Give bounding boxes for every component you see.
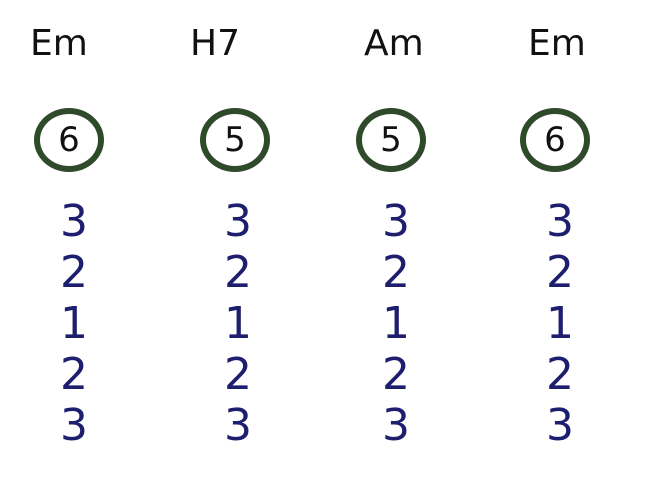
string-number-2: 5 [224, 120, 246, 160]
finger-4-3: 1 [546, 298, 574, 349]
chord-name-1: Em [30, 23, 88, 64]
finger-1-1: 3 [60, 196, 88, 247]
finger-3-2: 2 [382, 247, 410, 298]
finger-column-4: 3 2 1 2 3 [530, 196, 590, 451]
finger-column-3: 3 2 1 2 3 [366, 196, 426, 451]
finger-2-1: 3 [224, 196, 252, 247]
chord-name-3: Am [364, 23, 424, 64]
string-number-4: 6 [544, 120, 566, 160]
finger-4-2: 2 [546, 247, 574, 298]
string-circle-2: 5 [200, 108, 270, 172]
finger-3-4: 2 [382, 349, 410, 400]
string-circle-3: 5 [356, 108, 426, 172]
string-circle-4: 6 [520, 108, 590, 172]
finger-2-5: 3 [224, 400, 252, 451]
string-circle-1: 6 [34, 108, 104, 172]
finger-1-5: 3 [60, 400, 88, 451]
finger-2-3: 1 [224, 298, 252, 349]
finger-2-4: 2 [224, 349, 252, 400]
finger-column-1: 3 2 1 2 3 [44, 196, 104, 451]
finger-1-4: 2 [60, 349, 88, 400]
finger-3-3: 1 [382, 298, 410, 349]
finger-column-2: 3 2 1 2 3 [208, 196, 268, 451]
finger-4-5: 3 [546, 400, 574, 451]
finger-3-1: 3 [382, 196, 410, 247]
finger-2-2: 2 [224, 247, 252, 298]
finger-4-1: 3 [546, 196, 574, 247]
string-number-1: 6 [58, 120, 80, 160]
finger-1-2: 2 [60, 247, 88, 298]
string-number-3: 5 [380, 120, 402, 160]
finger-3-5: 3 [382, 400, 410, 451]
finger-1-3: 1 [60, 298, 88, 349]
chord-name-2: H7 [190, 23, 240, 64]
chord-name-4: Em [528, 23, 586, 64]
finger-4-4: 2 [546, 349, 574, 400]
